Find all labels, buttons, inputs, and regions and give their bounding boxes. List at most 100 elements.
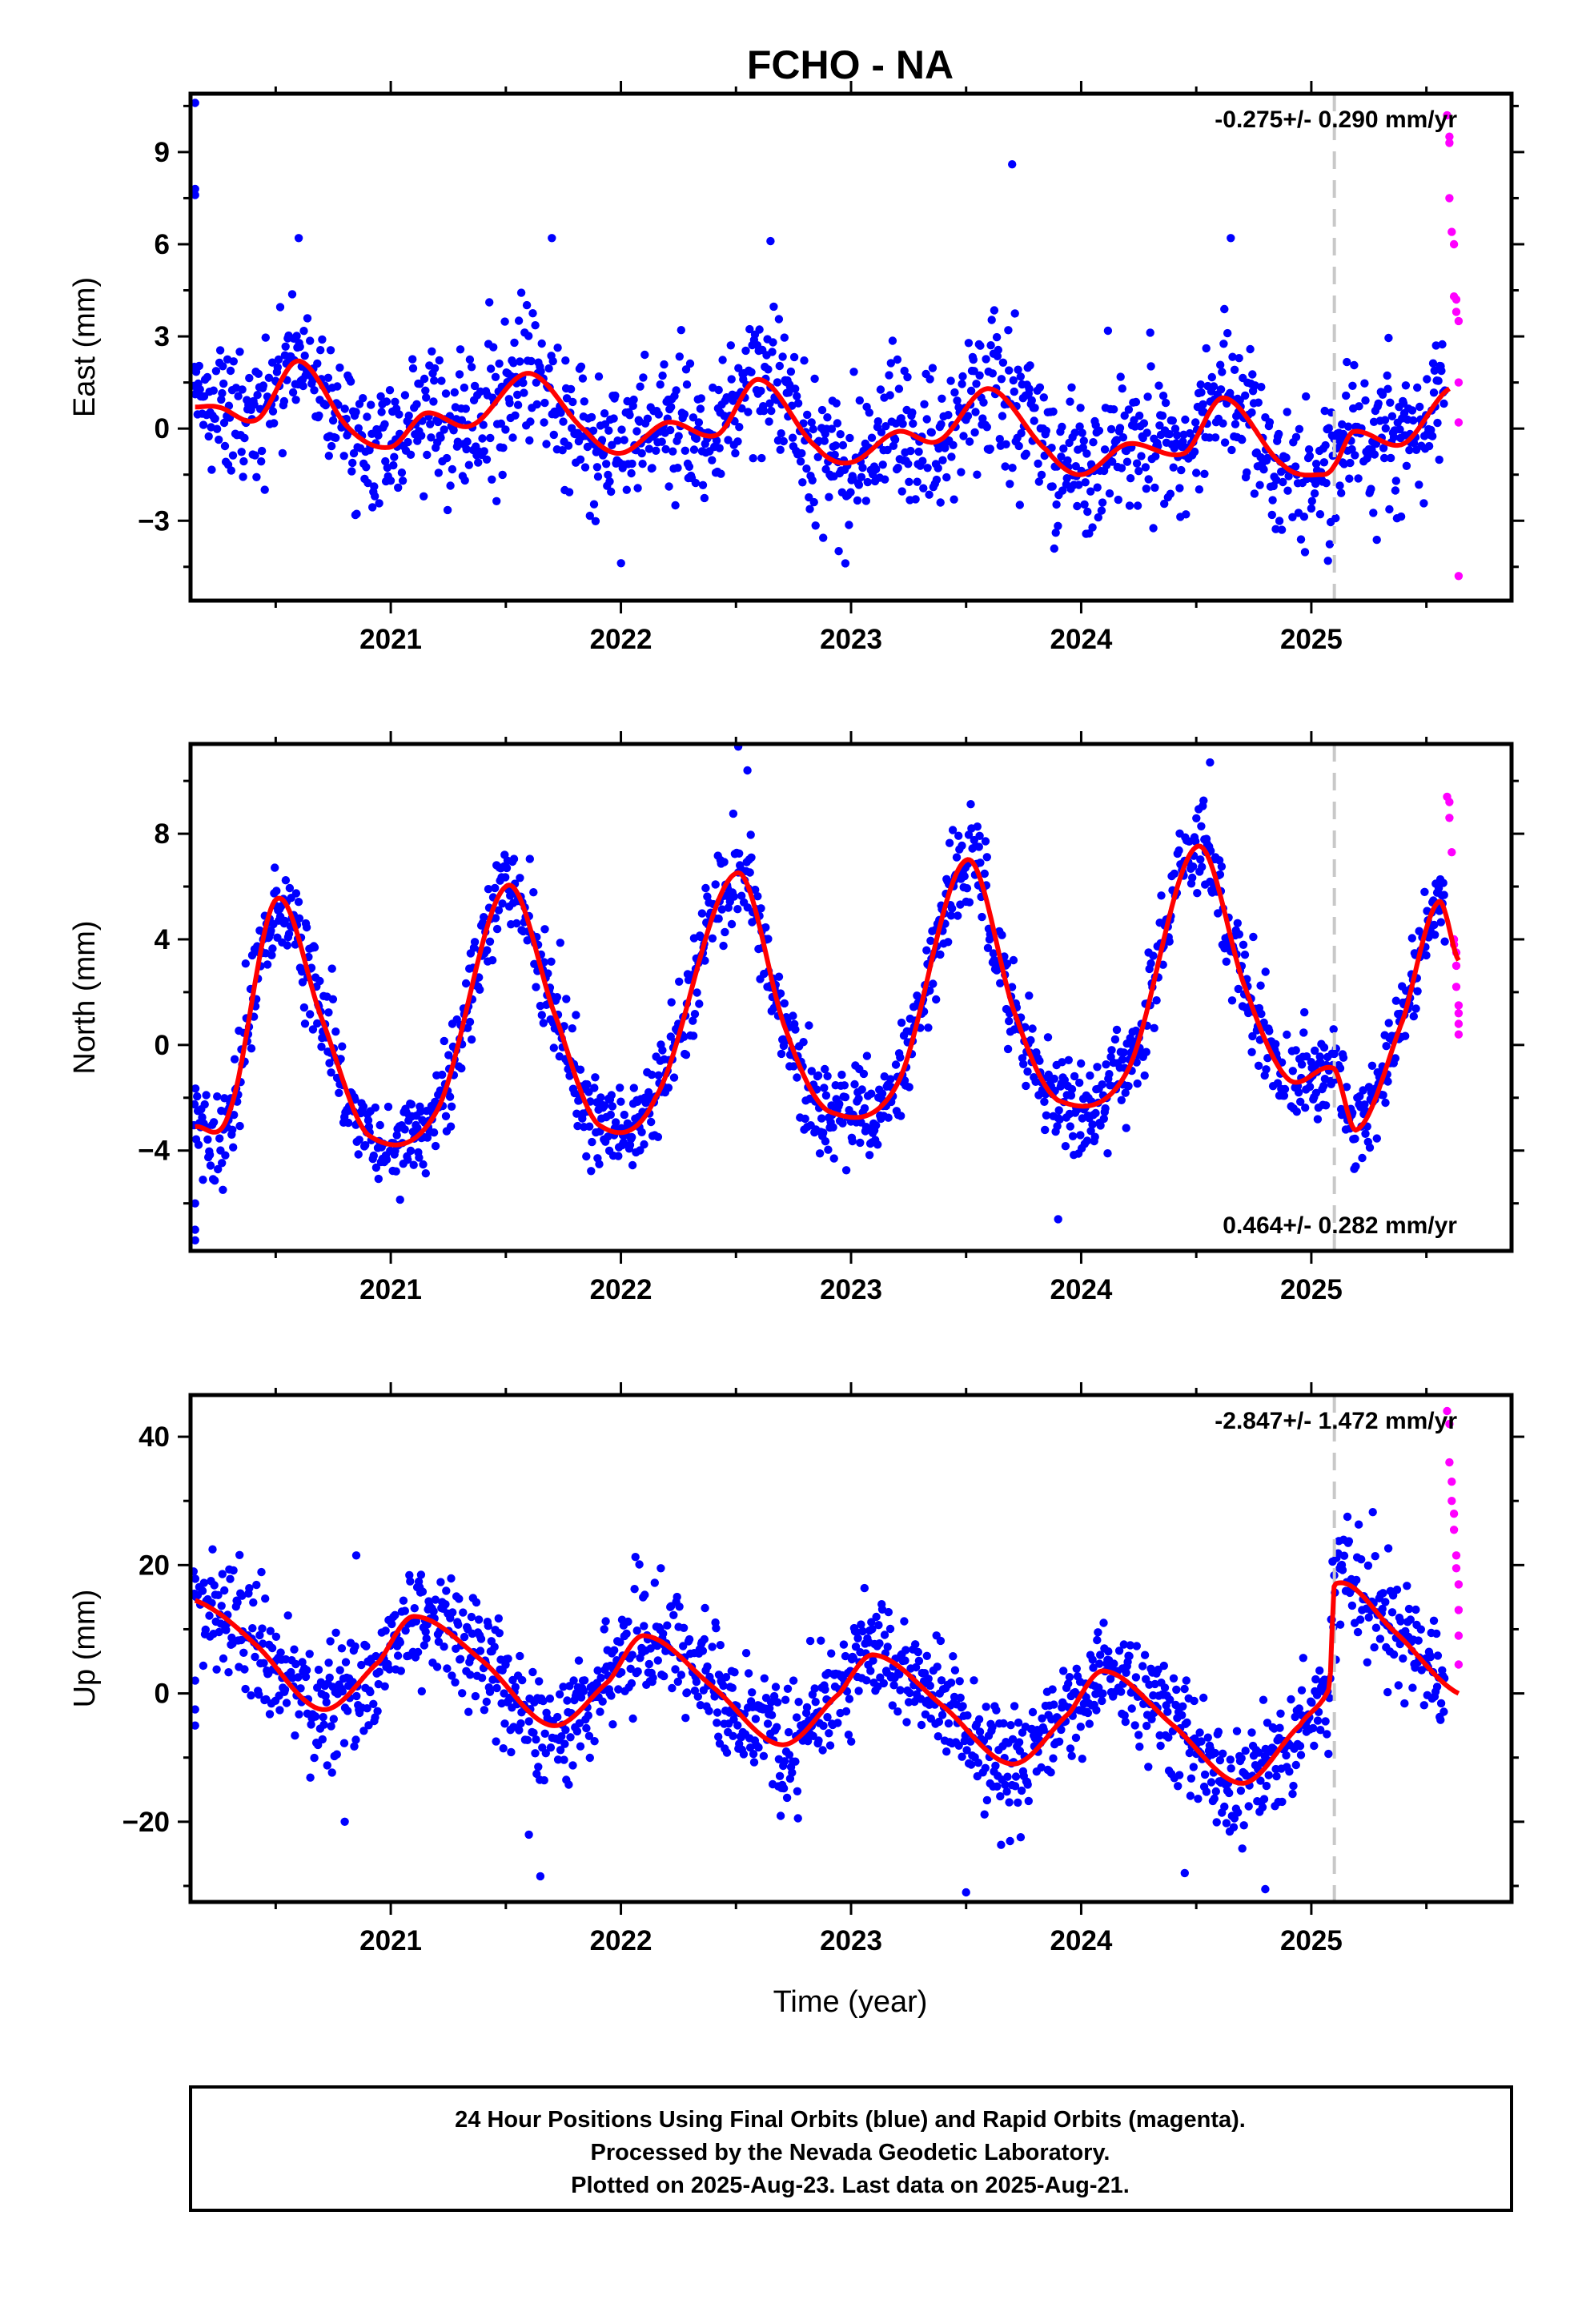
final-orbit-point bbox=[1190, 447, 1199, 456]
final-orbit-point bbox=[832, 399, 841, 408]
final-orbit-point bbox=[596, 1093, 605, 1102]
final-orbit-point bbox=[877, 428, 886, 436]
final-orbit-point bbox=[1116, 372, 1125, 381]
final-orbit-point bbox=[1335, 1620, 1345, 1629]
final-orbit-point bbox=[675, 977, 684, 987]
final-orbit-point bbox=[1189, 862, 1198, 871]
final-orbit-point bbox=[980, 869, 990, 879]
final-orbit-point bbox=[455, 370, 464, 379]
final-orbit-point bbox=[191, 1574, 200, 1583]
final-orbit-point bbox=[375, 1667, 383, 1676]
final-orbit-point bbox=[363, 1116, 373, 1125]
final-orbit-point bbox=[1311, 1046, 1319, 1055]
final-orbit-point bbox=[380, 1682, 389, 1691]
final-orbit-point bbox=[889, 1681, 898, 1690]
final-orbit-point bbox=[480, 447, 488, 456]
final-orbit-point bbox=[237, 448, 246, 456]
final-orbit-point bbox=[744, 408, 753, 416]
final-orbit-point bbox=[1190, 1696, 1199, 1706]
final-orbit-point bbox=[640, 1140, 648, 1149]
final-orbit-point bbox=[1146, 328, 1154, 337]
final-orbit-point bbox=[585, 1753, 594, 1763]
final-orbit-point bbox=[900, 1617, 909, 1626]
final-orbit-point bbox=[946, 376, 955, 385]
final-orbit-point bbox=[1149, 524, 1158, 533]
final-orbit-point bbox=[669, 1073, 679, 1082]
final-orbit-point bbox=[1396, 1617, 1405, 1626]
final-orbit-point bbox=[901, 1656, 909, 1665]
final-orbit-point bbox=[796, 457, 805, 466]
final-orbit-point bbox=[1043, 1033, 1053, 1042]
final-orbit-point bbox=[895, 1670, 904, 1679]
final-orbit-point bbox=[857, 472, 866, 481]
final-orbit-point bbox=[282, 1699, 291, 1707]
final-orbit-point bbox=[840, 1081, 849, 1090]
final-orbit-point bbox=[1310, 1741, 1319, 1751]
final-orbit-point bbox=[306, 336, 315, 345]
final-orbit-point bbox=[654, 1071, 663, 1080]
final-orbit-point bbox=[1299, 1654, 1308, 1663]
final-orbit-point bbox=[872, 464, 881, 474]
y-tick-label: −3 bbox=[138, 505, 170, 537]
final-orbit-point bbox=[993, 1782, 1002, 1791]
final-orbit-point bbox=[792, 1713, 801, 1722]
final-orbit-point bbox=[1119, 1640, 1129, 1649]
final-orbit-point bbox=[423, 450, 432, 460]
final-orbit-point bbox=[474, 1615, 484, 1624]
final-orbit-point bbox=[404, 1156, 412, 1164]
final-orbit-point bbox=[786, 367, 796, 376]
final-orbit-point bbox=[1383, 1687, 1392, 1697]
final-orbit-point bbox=[671, 501, 680, 510]
x-tick-label: 2023 bbox=[820, 1274, 882, 1305]
final-orbit-point bbox=[230, 1111, 239, 1120]
final-orbit-point bbox=[528, 309, 537, 318]
final-orbit-point bbox=[1435, 455, 1443, 464]
final-orbit-point bbox=[1055, 1115, 1064, 1124]
final-orbit-point bbox=[875, 1639, 884, 1648]
final-orbit-point bbox=[311, 1712, 320, 1721]
final-orbit-point bbox=[1439, 1707, 1448, 1716]
final-orbit-point bbox=[1209, 382, 1219, 391]
final-orbit-point bbox=[779, 1783, 789, 1793]
final-orbit-point bbox=[240, 433, 249, 443]
final-orbit-point bbox=[1339, 1551, 1349, 1560]
final-orbit-point bbox=[1185, 1748, 1195, 1758]
final-orbit-point bbox=[1263, 453, 1272, 463]
final-orbit-point bbox=[663, 1621, 672, 1630]
final-orbit-point bbox=[359, 394, 367, 403]
final-orbit-point bbox=[608, 1720, 617, 1729]
final-orbit-point bbox=[410, 1604, 419, 1613]
final-orbit-point bbox=[872, 1612, 881, 1622]
final-orbit-point bbox=[1071, 462, 1081, 471]
up-model-curve bbox=[194, 1580, 1460, 1786]
final-orbit-point bbox=[1095, 1659, 1104, 1668]
final-orbit-point bbox=[520, 388, 528, 397]
final-orbit-point bbox=[318, 1735, 327, 1744]
final-orbit-point bbox=[1163, 1707, 1172, 1716]
final-orbit-point bbox=[456, 345, 465, 354]
final-orbit-point bbox=[1407, 934, 1417, 943]
final-orbit-point bbox=[620, 436, 628, 444]
final-orbit-point bbox=[737, 891, 746, 900]
final-orbit-point bbox=[480, 913, 488, 922]
final-orbit-point bbox=[435, 356, 444, 365]
final-orbit-point bbox=[713, 1719, 721, 1727]
final-orbit-point bbox=[357, 1660, 366, 1670]
final-orbit-point bbox=[299, 327, 308, 336]
final-orbit-point bbox=[1066, 1122, 1075, 1131]
final-orbit-point bbox=[1126, 474, 1135, 483]
final-orbit-point bbox=[191, 1225, 199, 1234]
final-orbit-point bbox=[1091, 1108, 1100, 1118]
final-orbit-point bbox=[775, 361, 784, 371]
final-orbit-point bbox=[1329, 1025, 1338, 1034]
final-orbit-point bbox=[712, 1624, 721, 1633]
final-orbit-point bbox=[604, 1132, 612, 1141]
final-orbit-point bbox=[905, 1083, 913, 1092]
final-orbit-point bbox=[524, 1830, 533, 1839]
final-orbit-point bbox=[714, 1671, 724, 1679]
final-orbit-point bbox=[1212, 1818, 1221, 1827]
final-orbit-point bbox=[1219, 1749, 1227, 1758]
final-orbit-point bbox=[495, 1629, 504, 1638]
final-orbit-point bbox=[460, 1632, 469, 1642]
final-orbit-point bbox=[331, 1628, 340, 1638]
